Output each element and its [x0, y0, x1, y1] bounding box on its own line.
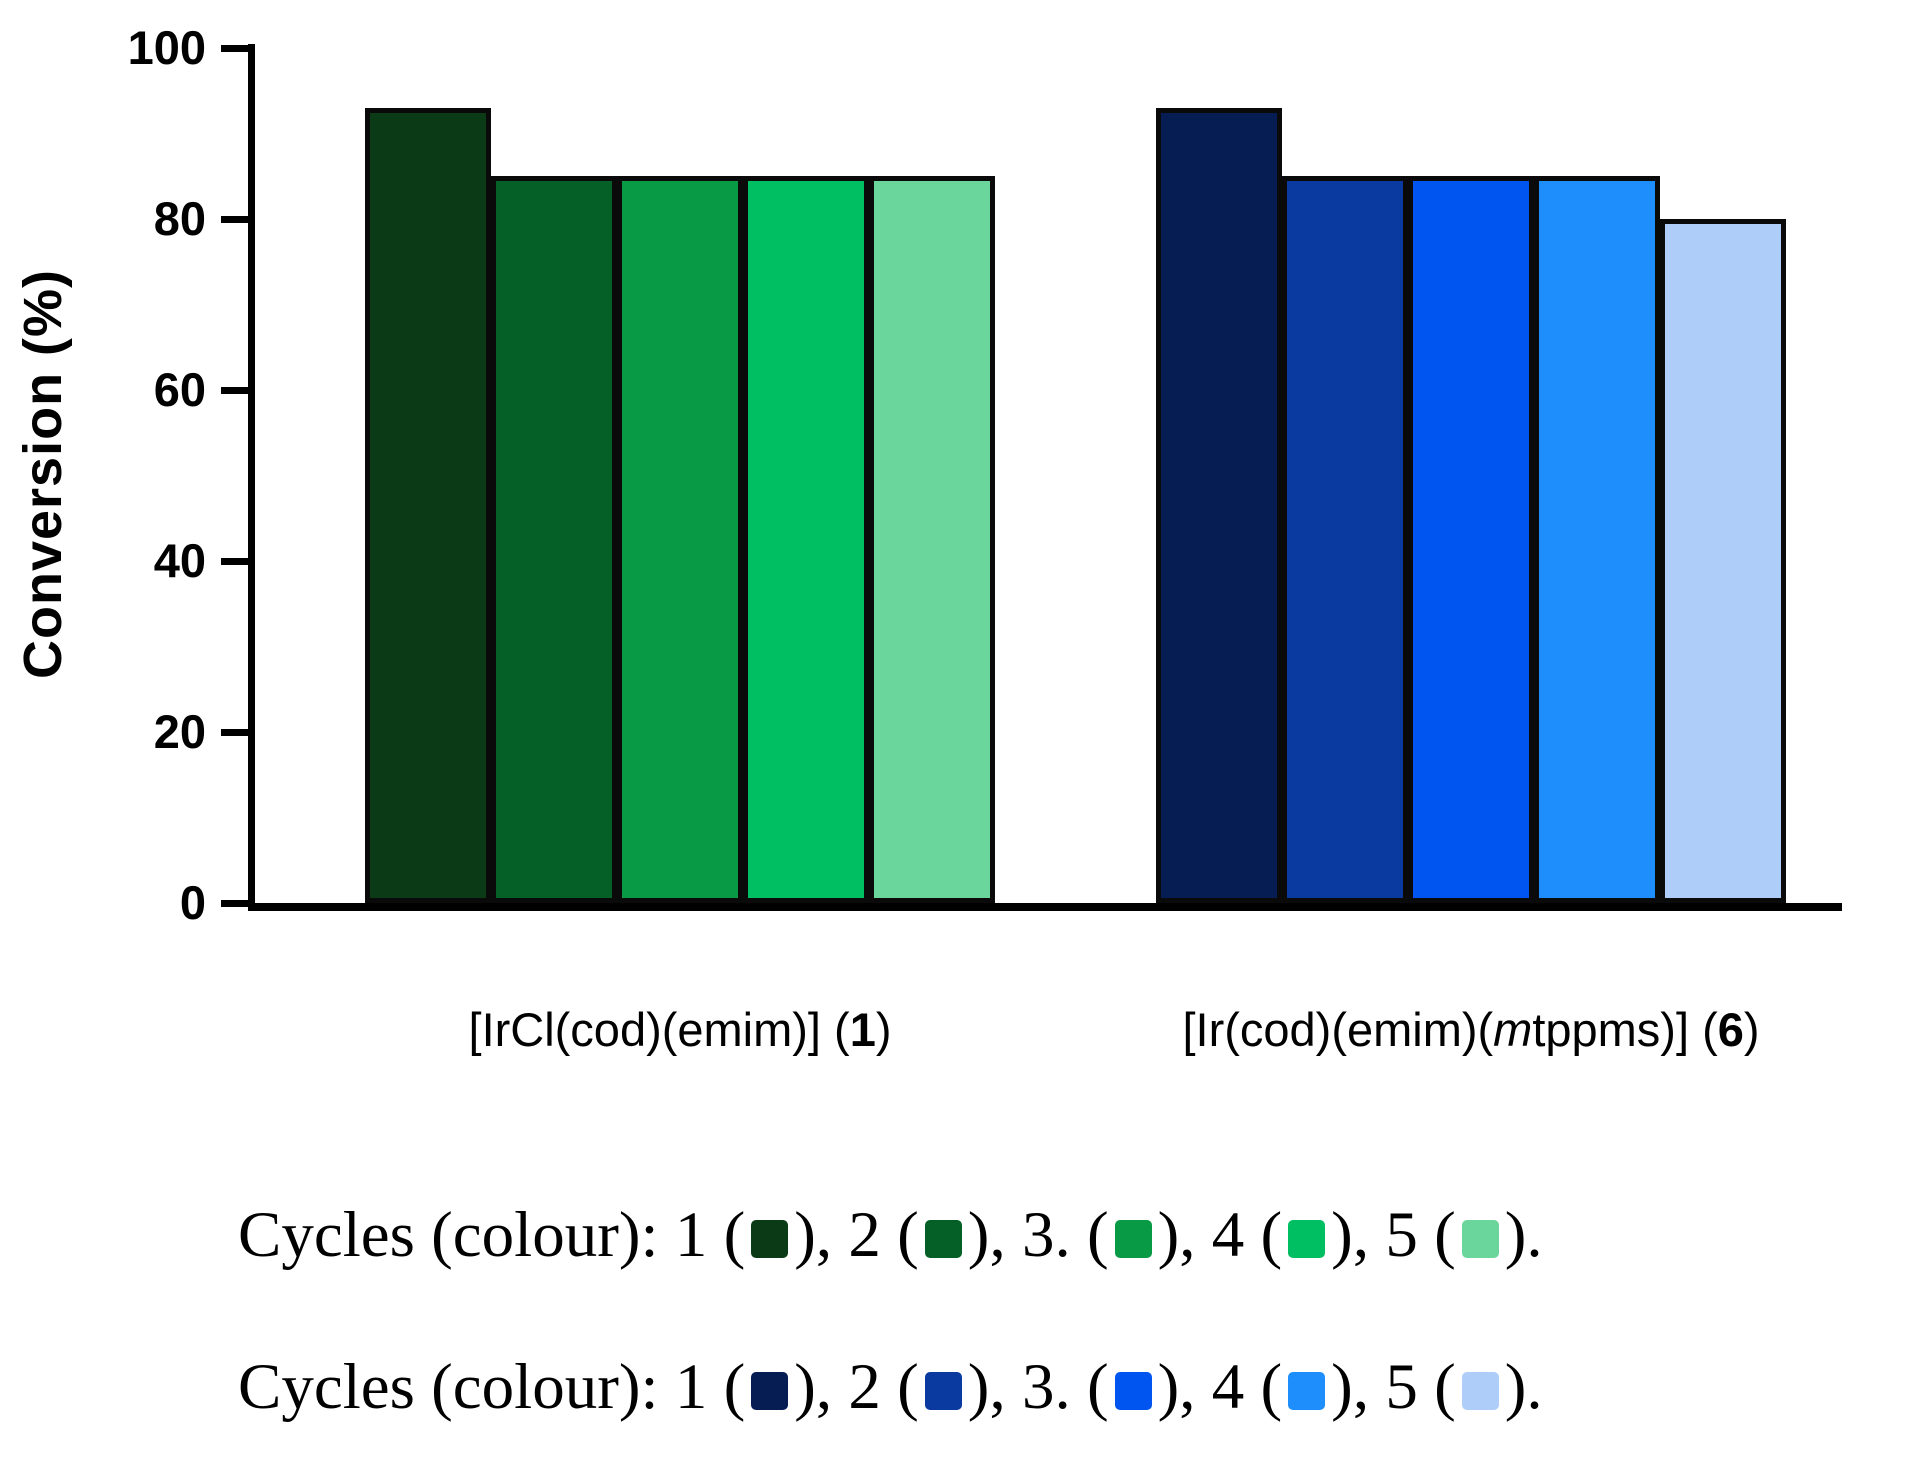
legend-color-swatch — [1288, 1220, 1326, 1258]
legend-color-swatch — [1288, 1372, 1326, 1410]
legend-row-2: Cycles (colour): 1 (), 2 (), 3. (), 4 ()… — [238, 1337, 1543, 1437]
legend-separator: ). — [1504, 1199, 1543, 1271]
legend-color-swatch — [924, 1372, 962, 1410]
bar-group2-cycle3 — [1408, 176, 1534, 903]
bar-group1-cycle1 — [365, 108, 491, 903]
legend-color-swatch — [1461, 1220, 1499, 1258]
legend-separator: ), — [1157, 1351, 1212, 1423]
legend-separator: ), — [967, 1351, 1022, 1423]
legend-color-swatch — [1461, 1372, 1499, 1410]
legend-color-swatch — [751, 1372, 789, 1410]
bar-group2-cycle4 — [1534, 176, 1660, 903]
legend-separator: ), — [1157, 1199, 1212, 1271]
y-tick-mark-100 — [221, 45, 248, 52]
y-tick-label-0: 0 — [179, 876, 206, 929]
legend-color-swatch — [924, 1220, 962, 1258]
y-tick-label-60: 60 — [153, 363, 206, 416]
legend-separator: ), — [967, 1199, 1022, 1271]
category-label-2: [Ir(cod)(emim)(mtppms)] (6) — [1182, 995, 1759, 1065]
category-label-part: 6 — [1717, 1003, 1744, 1056]
y-tick-mark-40 — [221, 558, 248, 565]
category-label-part: [Ir(cod)(emim)( — [1182, 1003, 1494, 1056]
bar-group1-cycle3 — [617, 176, 743, 903]
bar-group2-cycle5 — [1660, 219, 1786, 903]
legend-cycle-label: 1 ( — [674, 1199, 746, 1271]
y-tick-label-80: 80 — [153, 192, 206, 245]
y-tick-label-100: 100 — [127, 21, 206, 74]
legend-row-1: Cycles (colour): 1 (), 2 (), 3. (), 4 ()… — [238, 1185, 1543, 1285]
y-axis-line — [248, 44, 255, 911]
category-label-part: m — [1493, 1003, 1533, 1056]
y-tick-mark-60 — [221, 387, 248, 394]
category-label-part: [IrCl(cod)(emim)] ( — [468, 1003, 850, 1056]
legend-separator: ), — [794, 1199, 849, 1271]
legend-separator: ), — [794, 1351, 849, 1423]
legend-cycle-label: 5 ( — [1385, 1199, 1456, 1271]
legend-cycle-label: 3. ( — [1021, 1351, 1109, 1423]
legend-separator: ), — [1331, 1351, 1386, 1423]
x-axis-line — [248, 903, 1842, 911]
legend-cycle-label: 2 ( — [848, 1351, 919, 1423]
y-tick-mark-0 — [221, 900, 248, 907]
legend-cycle-label: 1 ( — [674, 1351, 746, 1423]
y-tick-mark-80 — [221, 216, 248, 223]
legend-cycle-label: 2 ( — [848, 1199, 919, 1271]
y-tick-mark-20 — [221, 729, 248, 736]
legend-cycle-label: 4 ( — [1211, 1199, 1283, 1271]
category-label-part: tppms)] ( — [1532, 1003, 1718, 1056]
legend-prefix: Cycles (colour): — [238, 1351, 675, 1423]
y-tick-label-20: 20 — [153, 705, 206, 758]
legend-separator: ). — [1504, 1351, 1543, 1423]
bar-group2-cycle2 — [1282, 176, 1408, 903]
bar-group1-cycle2 — [491, 176, 617, 903]
legend-cycle-label: 5 ( — [1385, 1351, 1456, 1423]
bar-group1-cycle4 — [743, 176, 869, 903]
bar-group-2 — [1156, 108, 1786, 903]
y-axis-title: Conversion (%) — [13, 268, 73, 680]
category-label-part: ) — [1743, 1003, 1760, 1056]
legend-prefix: Cycles (colour): — [238, 1199, 675, 1271]
bar-group-1 — [365, 108, 995, 903]
category-label-part: 1 — [849, 1003, 876, 1056]
legend-cycle-label: 3. ( — [1021, 1199, 1109, 1271]
legend-separator: ), — [1331, 1199, 1386, 1271]
category-label-part: ) — [875, 1003, 892, 1056]
legend-color-swatch — [1114, 1372, 1152, 1410]
category-label-1: [IrCl(cod)(emim)] (1) — [469, 995, 892, 1065]
bar-group1-cycle5 — [869, 176, 995, 903]
y-tick-label-40: 40 — [153, 534, 206, 587]
bar-group2-cycle1 — [1156, 108, 1282, 903]
legend-cycle-label: 4 ( — [1211, 1351, 1283, 1423]
legend-color-swatch — [1114, 1220, 1152, 1258]
legend-color-swatch — [751, 1220, 789, 1258]
